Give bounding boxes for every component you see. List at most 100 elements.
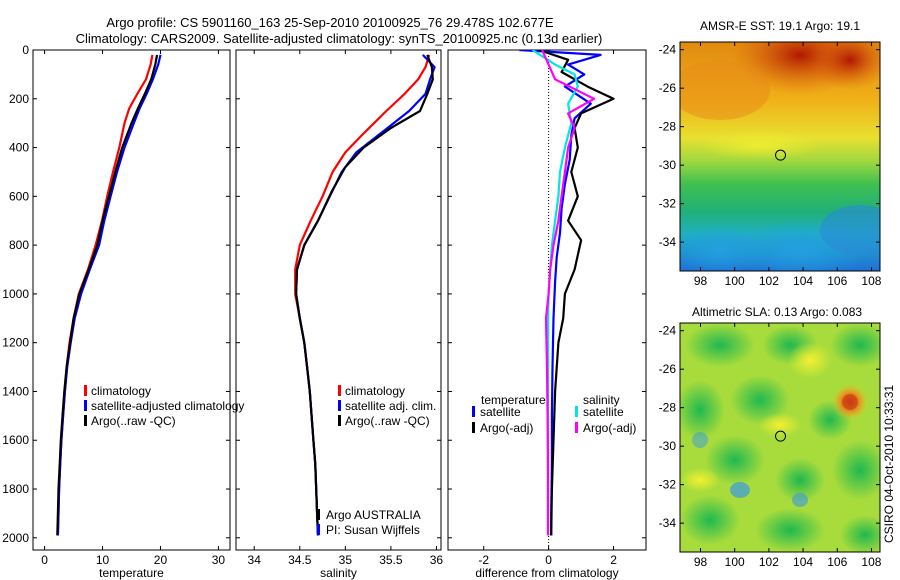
sst-map-frame	[679, 41, 881, 272]
y-tick-label: 1400	[2, 384, 29, 398]
series-line-2	[295, 54, 434, 536]
map-x-tick-label: 104	[793, 274, 813, 288]
legend-label: satellite	[480, 405, 521, 419]
map-x-tick-label: 102	[759, 555, 779, 569]
map-y-tick-label: -34	[659, 516, 677, 530]
y-tick-label: 1800	[2, 482, 29, 496]
map-y-tick-label: -26	[659, 81, 677, 95]
map-y-tick-label: -32	[659, 478, 677, 492]
sla-map-title: Altimetric SLA: 0.13 Argo: 0.083	[692, 305, 862, 319]
map-y-tick-label: -24	[659, 43, 677, 57]
x-tick-label: 20	[154, 553, 168, 567]
y-tick-label: 0	[22, 43, 29, 57]
y-tick-label: 800	[9, 238, 29, 252]
legend-swatch	[472, 422, 475, 433]
legend-swatch	[575, 422, 578, 433]
header-line2: Climatology: CARS2009. Satellite-adjuste…	[76, 31, 603, 46]
legend-swatch	[338, 385, 341, 396]
y-tick-label: 1200	[2, 336, 29, 350]
series-line-1	[295, 54, 436, 536]
y-tick-label: 200	[9, 92, 29, 106]
x-tick-label: 30	[212, 553, 226, 567]
x-tick-label: 10	[96, 553, 110, 567]
argo-location-marker	[775, 149, 787, 161]
sla-map: Altimetric SLA: 0.13 Argo: 0.083 9	[659, 305, 882, 569]
map-x-tick-label: 98	[694, 555, 708, 569]
map-x-tick-label: 104	[793, 555, 813, 569]
x-tick-label: 35	[339, 553, 353, 567]
map-x-tick-label: 108	[861, 274, 881, 288]
map-y-tick-label: -28	[659, 120, 677, 134]
sst-map: AMSR-E SST: 19.1 Argo: 19.1 98 100 102 104 1…	[659, 19, 882, 288]
y-tick-label: 1000	[2, 287, 29, 301]
sst-map-field	[680, 42, 880, 271]
x-tick-label: 34.5	[288, 553, 312, 567]
legend-swatch	[84, 400, 87, 411]
x-axis-label: temperature	[99, 566, 164, 580]
header-line1: Argo profile: CS 5901160_163 25-Sep-2010…	[106, 15, 554, 30]
sla-map-frame	[679, 322, 881, 553]
map-x-tick-label: 102	[759, 274, 779, 288]
panel-frame	[447, 49, 647, 551]
sla-map-field	[680, 323, 880, 552]
map-x-tick-label: 100	[725, 555, 745, 569]
map-x-tick-label: 106	[827, 555, 847, 569]
panel-frame	[32, 49, 231, 551]
y-tick-label: 600	[9, 189, 29, 203]
legend-swatch	[575, 406, 578, 417]
x-axis-label: difference from climatology	[475, 566, 618, 580]
x-tick-label: 34	[248, 553, 262, 567]
legend-label: satellite	[583, 405, 624, 419]
map-y-tick-label: -34	[659, 235, 677, 249]
argo-location-marker	[775, 430, 787, 442]
legend-swatch	[84, 385, 87, 396]
series-line-1	[56, 54, 162, 536]
x-tick-label: 2	[610, 553, 617, 567]
y-tick-label: 2000	[2, 531, 29, 545]
series-line-2	[56, 54, 159, 536]
sst-map-title: AMSR-E SST: 19.1 Argo: 19.1	[700, 19, 860, 33]
x-tick-label: 0	[545, 553, 552, 567]
series-line-0	[56, 54, 154, 536]
annotation-text: Argo AUSTRALIA	[326, 508, 421, 522]
legend-header: temperature	[481, 393, 546, 407]
map-x-tick-label: 106	[827, 274, 847, 288]
map-y-tick-label: -30	[659, 439, 677, 453]
series-line-0	[519, 50, 602, 536]
x-axis-label: salinity	[320, 566, 357, 580]
series-group	[294, 54, 436, 536]
series-group	[519, 50, 615, 536]
series-group	[56, 54, 162, 536]
panel-frame	[235, 49, 442, 551]
map-y-tick-label: -28	[659, 401, 677, 415]
series-line-1	[538, 50, 615, 536]
legend-swatch	[338, 400, 341, 411]
legend-label: climatology	[345, 384, 405, 398]
y-tick-label: 1600	[2, 433, 29, 447]
legend-label: Argo(-adj)	[583, 421, 636, 435]
map-x-tick-label: 100	[725, 274, 745, 288]
annotation-swatch	[317, 509, 320, 520]
annotation-text: PI: Susan Wijffels	[326, 523, 420, 537]
legend-label: Argo(-adj)	[480, 421, 533, 435]
map-y-tick-label: -32	[659, 197, 677, 211]
legend-swatch	[338, 415, 341, 426]
legend-label: satellite-adjusted climatology	[91, 399, 244, 413]
y-tick-label: 400	[9, 141, 29, 155]
map-y-tick-label: -24	[659, 324, 677, 338]
map-x-tick-label: 108	[861, 555, 881, 569]
temperature-panel: 0 10 20 30 0 200 400 600 800 1000 1200 1400 1600 1800…	[2, 43, 244, 580]
legend-swatch	[472, 406, 475, 417]
map-y-tick-label: -30	[659, 158, 677, 172]
map-y-tick-label: -26	[659, 362, 677, 376]
x-tick-label: 36	[430, 553, 444, 567]
side-label: CSIRO 04-Oct-2010 10:33:31	[882, 385, 896, 543]
x-tick-label: 0	[41, 553, 48, 567]
legend-header: salinity	[583, 393, 620, 407]
x-tick-label: 35.5	[379, 553, 403, 567]
salinity-panel: 34 34.5 35 35.5 36 salinity climatologysatelli…	[235, 49, 444, 580]
legend-label: climatology	[91, 384, 151, 398]
map-x-tick-label: 98	[694, 274, 708, 288]
legend-swatch	[84, 415, 87, 426]
